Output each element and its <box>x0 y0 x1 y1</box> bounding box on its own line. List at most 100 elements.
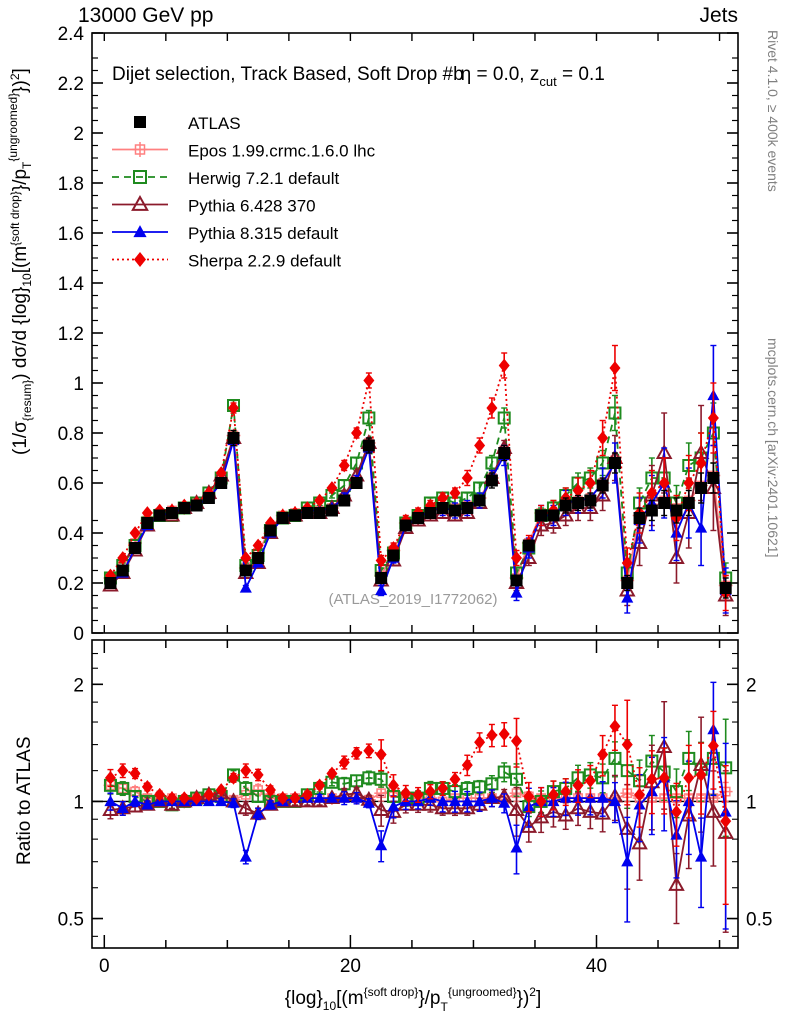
ratio-sherpa-marker <box>547 787 559 802</box>
ratio-sherpa-marker <box>511 734 523 748</box>
header-left: 13000 GeV pp <box>78 4 213 27</box>
ratio-sherpa-marker <box>474 735 486 750</box>
ratio-pythia8-marker <box>215 795 228 807</box>
x-tick-label: 20 <box>340 956 361 977</box>
main-sherpa-marker <box>351 426 363 440</box>
main-sherpa-marker <box>375 553 387 568</box>
ratio-sherpa-marker <box>584 773 596 788</box>
xlabel-e-sup: 2 <box>529 985 536 999</box>
ratio-sherpa-marker <box>351 746 363 761</box>
plot-title: Dijet selection, Track Based, Soft Drop … <box>112 64 605 89</box>
ratio-sherpa-marker <box>609 719 621 734</box>
ratio-herwig-marker <box>251 789 265 803</box>
main-atlas-marker <box>547 509 560 522</box>
ratio-sherpa-marker <box>646 772 658 787</box>
side-label-mcplots: mcplots.cern.ch [arXiv:2401.10621] <box>765 338 781 557</box>
main-atlas-marker <box>104 577 117 589</box>
ratio-pythia8-marker <box>264 798 277 810</box>
main-atlas-marker <box>129 542 142 554</box>
main-sherpa-marker <box>141 506 153 520</box>
ratio-pythia6 <box>102 700 734 933</box>
header-right: Jets <box>699 4 738 27</box>
main-herwig-marker <box>362 411 376 425</box>
main-atlas-marker <box>682 497 695 509</box>
ratio-panel-frame <box>91 639 739 949</box>
ratio-sherpa-marker <box>277 791 289 805</box>
x-tick-label: 40 <box>586 956 607 977</box>
main-atlas-marker <box>608 457 621 469</box>
ratio-pythia8 <box>104 681 732 930</box>
main-atlas-marker <box>670 504 683 517</box>
main-pythia6-marker <box>557 506 575 522</box>
ylabel-d-sup: {ungroomed} <box>6 93 20 162</box>
legend-marker-epos <box>132 142 148 157</box>
ratio-herwig-marker <box>510 772 524 786</box>
main-atlas-marker <box>633 512 646 524</box>
legend-label-pythia6: Pythia 6.428 370 <box>188 197 316 216</box>
main-pythia8-marker <box>621 591 634 603</box>
ratio-pythia6-marker <box>532 808 550 824</box>
ratio-herwig-marker <box>374 772 388 786</box>
main-ytick-label: 0.4 <box>58 524 85 545</box>
legend-marker-sherpa <box>134 252 146 267</box>
main-atlas-marker <box>510 574 523 587</box>
ratio-pythia8-marker <box>448 795 462 807</box>
main-sherpa-marker <box>658 476 670 490</box>
ratio-pythia6-marker <box>594 804 611 820</box>
main-atlas-marker <box>227 432 240 444</box>
ratio-ytick-label: 1 <box>73 792 84 813</box>
main-atlas-marker <box>362 439 375 452</box>
ratio-sherpa-marker <box>634 787 646 802</box>
ratio-panel-data <box>102 681 734 933</box>
ratio-pythia6-marker <box>458 799 476 815</box>
ratio-pythia8-marker <box>141 798 154 810</box>
ratio-sherpa-marker <box>215 783 227 797</box>
ratio-herwig-marker <box>362 771 376 785</box>
main-atlas-marker <box>165 507 178 519</box>
legend-label-epos: Epos 1.99.crmc.1.6.0 lhc <box>188 142 376 161</box>
ylabel-a-sub: {resum} <box>20 380 34 421</box>
title-tail: = 0.1 <box>557 64 605 85</box>
main-pythia6-marker <box>668 549 685 564</box>
ratio-sherpa-marker <box>572 778 584 793</box>
ratio-pythia6-marker <box>557 806 575 822</box>
main-atlas-marker <box>178 502 191 514</box>
main-sherpa-marker <box>572 483 584 498</box>
main-sherpa-marker <box>621 556 633 570</box>
main-pythia8 <box>104 344 732 614</box>
ratio-pythia6-marker <box>323 789 341 805</box>
main-atlas-marker <box>695 482 708 494</box>
side-label-rivet: Rivet 4.1.0, ≥ 400k events <box>765 30 781 192</box>
main-atlas-marker <box>559 499 572 512</box>
ratio-sherpa-marker <box>141 779 153 794</box>
ratio-sherpa-marker <box>264 783 276 797</box>
ratio-sherpa-marker <box>104 770 116 785</box>
main-atlas <box>104 429 732 599</box>
main-atlas-marker <box>289 509 302 522</box>
main-panel-data <box>102 344 734 617</box>
ratio-pythia6-marker <box>668 876 685 891</box>
legend-item-atlas: ATLAS <box>134 114 241 133</box>
main-sherpa-marker <box>363 373 375 388</box>
main-atlas-marker <box>276 512 289 524</box>
ratio-ytick-label-right: 2 <box>746 675 757 696</box>
ratio-pythia6-marker <box>446 799 464 815</box>
legend-label-atlas: ATLAS <box>188 114 241 133</box>
xlabel-b: [(m <box>336 988 363 1009</box>
main-herwig-marker <box>608 406 622 420</box>
main-ytick-label: 2.4 <box>58 24 85 45</box>
main-sherpa-marker <box>695 456 707 470</box>
main-ytick-label: 0.2 <box>58 574 84 595</box>
main-atlas-marker <box>325 504 338 517</box>
main-sherpa-marker <box>584 476 596 490</box>
main-atlas-marker <box>141 517 154 529</box>
ratio-pythia8-marker <box>104 795 117 807</box>
plot-title-text: Dijet selection, Track Based, Soft Drop … <box>112 64 605 89</box>
ylabel-d-sub: T <box>20 161 34 169</box>
main-atlas-marker <box>153 509 166 522</box>
main-atlas-marker <box>645 504 658 517</box>
ratio-sherpa-marker <box>400 786 412 801</box>
main-sherpa-marker <box>252 538 264 553</box>
main-herwig-line <box>109 405 727 579</box>
